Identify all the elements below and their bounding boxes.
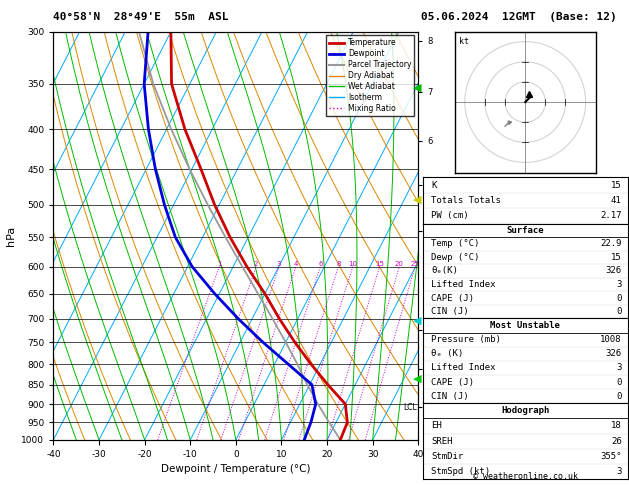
Text: Most Unstable: Most Unstable [490, 321, 560, 330]
Text: 4: 4 [294, 260, 298, 267]
Text: © weatheronline.co.uk: © weatheronline.co.uk [473, 472, 577, 481]
Legend: Temperature, Dewpoint, Parcel Trajectory, Dry Adiabat, Wet Adiabat, Isotherm, Mi: Temperature, Dewpoint, Parcel Trajectory… [326, 35, 415, 116]
Text: 3: 3 [616, 280, 621, 289]
Text: 26: 26 [611, 436, 621, 446]
Text: 355°: 355° [600, 451, 621, 461]
Text: 0: 0 [616, 307, 621, 316]
Text: ◀: ◀ [413, 316, 422, 326]
Text: CIN (J): CIN (J) [431, 392, 469, 401]
Text: CAPE (J): CAPE (J) [431, 294, 474, 302]
Text: Totals Totals: Totals Totals [431, 196, 501, 205]
Y-axis label: hPa: hPa [6, 226, 16, 246]
Text: 6: 6 [318, 260, 323, 267]
Text: θₑ(K): θₑ(K) [431, 266, 458, 276]
Text: 18: 18 [611, 421, 621, 431]
Text: CIN (J): CIN (J) [431, 307, 469, 316]
Text: 10: 10 [348, 260, 357, 267]
Text: kt: kt [459, 37, 469, 46]
Text: 3: 3 [277, 260, 281, 267]
Text: 2.17: 2.17 [600, 211, 621, 220]
Text: 0: 0 [616, 378, 621, 387]
Text: ◀: ◀ [413, 374, 422, 384]
Text: CAPE (J): CAPE (J) [431, 378, 474, 387]
Text: 41: 41 [611, 196, 621, 205]
Text: StmSpd (kt): StmSpd (kt) [431, 467, 490, 476]
Text: 326: 326 [606, 349, 621, 358]
Text: θₑ (K): θₑ (K) [431, 349, 463, 358]
Text: StmDir: StmDir [431, 451, 463, 461]
Text: 15: 15 [611, 181, 621, 190]
Text: SREH: SREH [431, 436, 452, 446]
Text: 40°58'N  28°49'E  55m  ASL: 40°58'N 28°49'E 55m ASL [53, 12, 229, 22]
Text: Hodograph: Hodograph [501, 406, 549, 416]
Text: PW (cm): PW (cm) [431, 211, 469, 220]
Text: EH: EH [431, 421, 442, 431]
Text: LCL: LCL [403, 403, 417, 412]
Text: Lifted Index: Lifted Index [431, 280, 496, 289]
Text: ◀: ◀ [413, 194, 422, 204]
Text: 25: 25 [411, 260, 420, 267]
Text: ◀: ◀ [413, 83, 422, 92]
Text: K: K [431, 181, 437, 190]
Text: Pressure (mb): Pressure (mb) [431, 335, 501, 344]
Text: 1: 1 [217, 260, 221, 267]
Text: 3: 3 [616, 467, 621, 476]
Text: 22.9: 22.9 [600, 240, 621, 248]
Text: Surface: Surface [506, 226, 544, 235]
Text: Temp (°C): Temp (°C) [431, 240, 479, 248]
Text: 3: 3 [616, 364, 621, 372]
Text: 0: 0 [616, 294, 621, 302]
Text: Lifted Index: Lifted Index [431, 364, 496, 372]
Text: 20: 20 [395, 260, 404, 267]
X-axis label: Dewpoint / Temperature (°C): Dewpoint / Temperature (°C) [161, 464, 311, 474]
Text: 2: 2 [254, 260, 259, 267]
Text: 326: 326 [606, 266, 621, 276]
Text: 1008: 1008 [600, 335, 621, 344]
Text: 15: 15 [611, 253, 621, 262]
Text: 15: 15 [376, 260, 384, 267]
Text: 05.06.2024  12GMT  (Base: 12): 05.06.2024 12GMT (Base: 12) [421, 12, 617, 22]
Y-axis label: km
ASL: km ASL [435, 227, 455, 244]
Text: 8: 8 [336, 260, 341, 267]
Text: Dewp (°C): Dewp (°C) [431, 253, 479, 262]
Text: 0: 0 [616, 392, 621, 401]
